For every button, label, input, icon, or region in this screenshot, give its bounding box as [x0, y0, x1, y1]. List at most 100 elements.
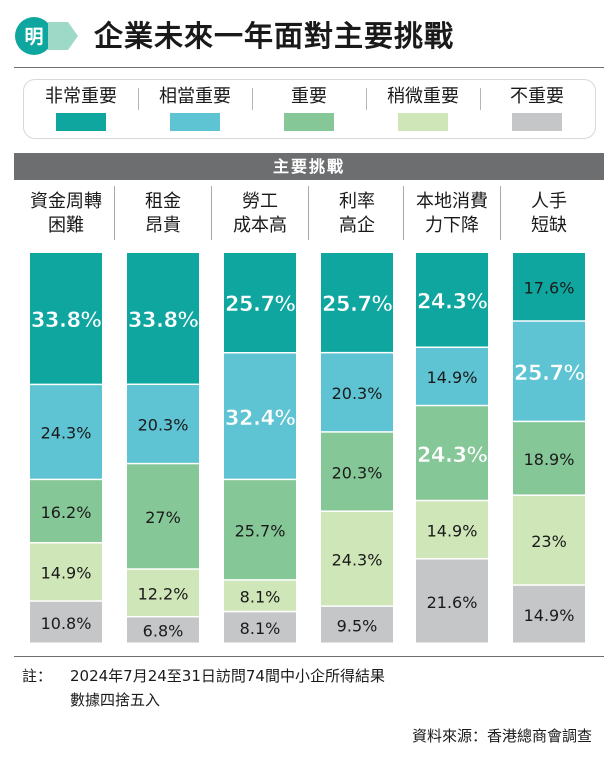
- data-label: 23%: [531, 532, 567, 551]
- note-line-2: 數據四捨五入: [70, 691, 161, 709]
- bar-segment: [224, 612, 296, 643]
- bar-segment: [127, 385, 199, 463]
- data-label: 14.9%: [41, 564, 92, 583]
- data-label: 17.6%: [524, 278, 575, 297]
- data-label: 21.6%: [427, 593, 478, 612]
- bar-segment: [513, 422, 585, 495]
- category-divider: [403, 186, 404, 240]
- data-label: 20.3%: [332, 463, 383, 482]
- data-label: 33.8%: [31, 308, 102, 332]
- legend-swatch: [284, 113, 334, 131]
- bar-segment: [513, 495, 585, 585]
- bar-segment: [127, 617, 199, 643]
- bar-segment: [224, 253, 296, 352]
- legend-label: 不重要: [510, 86, 564, 107]
- legend-divider: [138, 88, 139, 110]
- category-label: 利率 高企: [339, 191, 375, 236]
- data-label: 16.2%: [41, 503, 92, 522]
- data-label: 12.2%: [138, 585, 189, 604]
- bar-segment: [513, 585, 585, 643]
- bar-segment: [321, 253, 393, 352]
- bar-segment: [224, 353, 296, 479]
- category-divider: [211, 186, 212, 240]
- data-label: 27%: [145, 508, 181, 527]
- legend-item: 相當重要: [138, 80, 252, 138]
- data-label: 9.5%: [337, 616, 378, 635]
- ming-pao-logo: 明: [15, 17, 78, 55]
- data-label: 32.4%: [225, 406, 296, 430]
- legend-swatch: [170, 113, 220, 131]
- category-divider: [114, 186, 115, 240]
- bar-segment: [416, 348, 488, 405]
- section-title: 主要挑戰: [14, 153, 604, 180]
- legend-item: 非常重要: [24, 80, 138, 138]
- legend: 非常重要 相當重要 重要 稍微重要 不重要: [23, 79, 596, 139]
- category-divider: [500, 186, 501, 240]
- bar-segment: [416, 501, 488, 559]
- data-label: 24.3%: [417, 443, 488, 467]
- bar-segment: [30, 253, 102, 384]
- data-label: 8.1%: [240, 587, 281, 606]
- bar-segment: [321, 432, 393, 511]
- data-label: 24.3%: [332, 550, 383, 569]
- legend-label: 相當重要: [159, 86, 231, 107]
- category-label: 人手 短缺: [531, 191, 567, 236]
- bar-segment: [30, 385, 102, 479]
- category-divider: [308, 186, 309, 240]
- bar-segment: [127, 464, 199, 569]
- data-label: 20.3%: [332, 384, 383, 403]
- data-label: 24.3%: [41, 424, 92, 443]
- bar-segment: [224, 580, 296, 611]
- legend-swatch: [398, 113, 448, 131]
- bar-segment: [127, 569, 199, 616]
- bar-segment: [224, 480, 296, 580]
- legend-item: 重要: [252, 80, 366, 138]
- data-label: 24.3%: [417, 290, 488, 314]
- bar-segment: [30, 480, 102, 543]
- category-label: 本地消費 力下降: [416, 191, 488, 236]
- data-label: 18.9%: [524, 450, 575, 469]
- bar-segment: [30, 543, 102, 601]
- source-credit: 資料來源：香港總商會調查: [411, 727, 592, 745]
- category-label: 租金 昂貴: [145, 191, 181, 236]
- data-label: 14.9%: [427, 521, 478, 540]
- data-label: 25.7%: [514, 361, 585, 385]
- data-label: 6.8%: [143, 622, 184, 641]
- bar-segment: [416, 559, 488, 643]
- legend-label: 稍微重要: [387, 86, 459, 107]
- legend-label: 重要: [291, 86, 327, 107]
- legend-label: 非常重要: [45, 86, 117, 107]
- bar-segment: [30, 601, 102, 643]
- legend-item: 不重要: [480, 80, 594, 138]
- legend-swatch: [512, 113, 562, 131]
- category-label: 資金周轉 困難: [30, 191, 102, 236]
- data-label: 14.9%: [524, 606, 575, 625]
- header: 明 企業未來一年面對主要挑戰: [14, 16, 604, 56]
- bar-segment: [321, 511, 393, 606]
- bar-segment: [416, 253, 488, 347]
- note-line-1: 2024年7月24至31日訪問74間中小企所得結果: [70, 667, 385, 685]
- bar-segment: [321, 353, 393, 432]
- legend-divider: [252, 88, 253, 110]
- notes-label: 註：: [22, 667, 53, 685]
- data-label: 33.8%: [128, 308, 199, 332]
- svg-text:明: 明: [24, 26, 43, 48]
- legend-item: 稍微重要: [366, 80, 480, 138]
- legend-swatch: [56, 113, 106, 131]
- bar-segment: [321, 606, 393, 643]
- page-title: 企業未來一年面對主要挑戰: [94, 19, 455, 53]
- category-label: 勞工 成本高: [233, 191, 287, 236]
- title-rule: [14, 67, 604, 68]
- data-label: 8.1%: [240, 619, 281, 638]
- notes-rule: [14, 656, 604, 657]
- data-label: 10.8%: [41, 614, 92, 633]
- bar-segment: [127, 253, 199, 384]
- data-label: 25.7%: [322, 292, 393, 316]
- legend-divider: [480, 88, 481, 110]
- bar-segment: [416, 406, 488, 500]
- data-label: 25.7%: [235, 521, 286, 540]
- bar-segment: [513, 321, 585, 421]
- data-label: 14.9%: [427, 368, 478, 387]
- data-label: 20.3%: [138, 416, 189, 435]
